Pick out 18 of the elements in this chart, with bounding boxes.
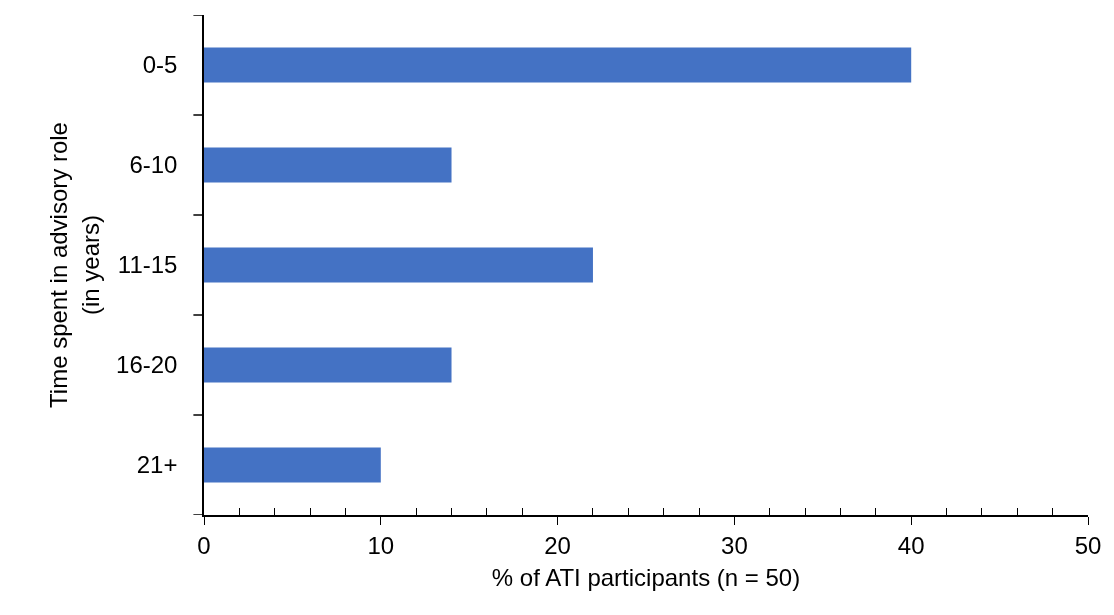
y-tick-label: 16-20: [116, 351, 178, 379]
x-tick-label: 10: [367, 531, 395, 559]
y-tick-label: 11-15: [117, 251, 178, 279]
x-tick-label: 50: [1074, 531, 1102, 559]
x-tick-label: 30: [721, 531, 748, 559]
y-tick-label: 6-10: [129, 151, 178, 179]
bar: [204, 347, 452, 383]
x-tick-label: 40: [897, 531, 925, 559]
y-tick-label: 21+: [136, 451, 178, 479]
bar: [204, 147, 452, 183]
y-tick-label: 0-5: [142, 51, 178, 79]
y-axis-title: Time spent in advisory role (in years): [45, 122, 104, 408]
bar: [204, 47, 912, 83]
x-axis-title: % of ATI participants (n = 50): [491, 564, 801, 592]
bar: [204, 447, 381, 483]
x-tick-label: 0: [197, 531, 211, 559]
x-tick-label: 20: [544, 531, 571, 559]
bar: [204, 247, 593, 283]
